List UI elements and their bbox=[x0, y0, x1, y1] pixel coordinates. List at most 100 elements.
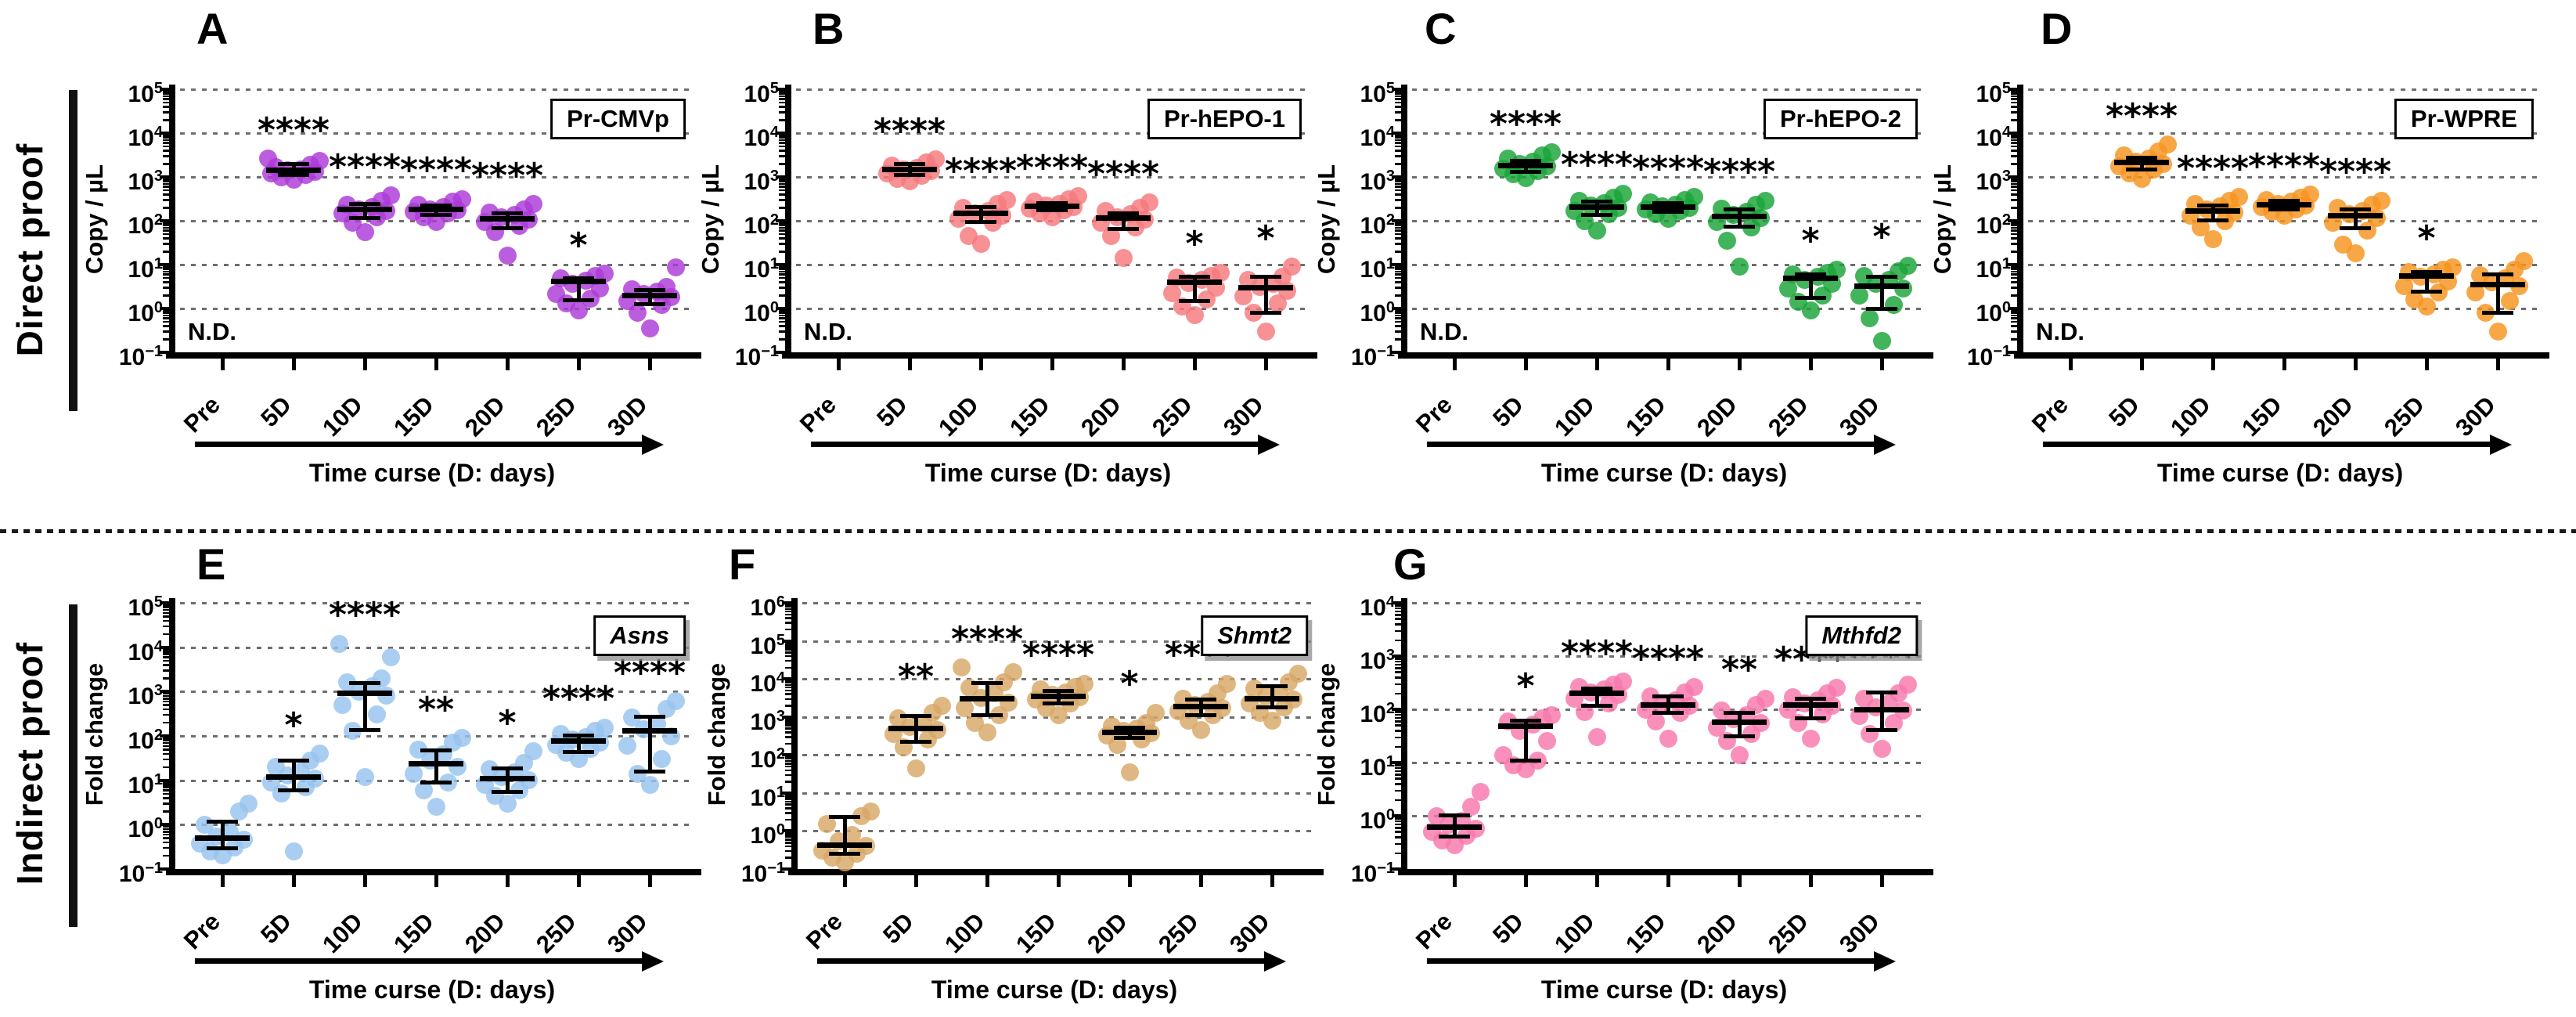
data-point bbox=[1872, 740, 1891, 759]
y-axis-major-tick bbox=[160, 867, 170, 871]
x-axis-category-label: 30D bbox=[602, 391, 654, 442]
y-axis-minor-tick bbox=[1395, 683, 1401, 686]
iqr-cap-bottom bbox=[1866, 307, 1897, 311]
data-point bbox=[1801, 730, 1820, 748]
y-axis-minor-tick bbox=[163, 243, 169, 245]
y-axis-minor-tick bbox=[163, 797, 169, 799]
y-axis-minor-tick bbox=[163, 276, 169, 279]
y-axis-major-tick bbox=[1392, 263, 1402, 266]
x-axis-category-label: 25D bbox=[1147, 391, 1198, 442]
y-axis-minor-tick bbox=[2011, 309, 2017, 312]
time-arrow-line bbox=[817, 958, 1267, 964]
data-point bbox=[1712, 701, 1731, 719]
y-axis-minor-tick bbox=[2011, 178, 2017, 181]
significance-marker: **** bbox=[950, 618, 1024, 659]
y-gridline bbox=[791, 754, 1317, 757]
significance-marker: **** bbox=[1021, 635, 1095, 676]
y-axis-minor-tick bbox=[163, 119, 169, 121]
y-axis-minor-tick bbox=[2011, 145, 2017, 148]
y-gridline bbox=[169, 646, 695, 649]
iqr-cap-top bbox=[1185, 698, 1216, 702]
y-axis-minor-tick bbox=[2011, 155, 2017, 157]
y-axis-minor-tick bbox=[163, 312, 169, 314]
iqr-cap-bottom bbox=[971, 712, 1003, 717]
significance-marker: ** bbox=[417, 689, 455, 730]
y-axis-minor-tick bbox=[785, 757, 791, 760]
data-point bbox=[952, 658, 971, 677]
y-gridline bbox=[1401, 655, 1927, 658]
median-bar bbox=[1641, 204, 1695, 211]
iqr-cap-bottom bbox=[1439, 834, 1470, 838]
y-axis-minor-tick bbox=[163, 233, 169, 236]
data-point bbox=[1872, 332, 1891, 351]
y-axis-tick-label: 100 bbox=[1360, 299, 1396, 326]
y-axis-minor-tick bbox=[163, 325, 169, 327]
y-axis-minor-tick bbox=[785, 800, 791, 803]
y-axis-tick-label: 104 bbox=[1360, 593, 1396, 621]
y-axis-minor-tick bbox=[163, 659, 169, 662]
y-gridline bbox=[169, 735, 695, 738]
x-axis-tick bbox=[2354, 359, 2358, 370]
data-point bbox=[1217, 674, 1236, 693]
y-axis-minor-tick bbox=[163, 189, 169, 192]
data-point bbox=[2229, 188, 2248, 207]
y-axis-minor-tick bbox=[785, 835, 791, 838]
y-axis-minor-tick bbox=[1395, 692, 1401, 695]
y-gridline bbox=[169, 602, 695, 604]
y-axis-minor-tick bbox=[785, 765, 791, 768]
significance-marker: **** bbox=[470, 155, 544, 196]
data-point bbox=[381, 647, 400, 666]
y-axis-minor-tick bbox=[785, 842, 791, 844]
data-point bbox=[452, 189, 471, 208]
median-bar bbox=[622, 292, 677, 298]
y-axis-minor-tick bbox=[1395, 276, 1401, 279]
y-axis-minor-tick bbox=[163, 317, 169, 319]
y-axis-tick-label: 105 bbox=[1360, 80, 1396, 107]
y-axis-minor-tick bbox=[779, 193, 785, 196]
median-bar bbox=[960, 696, 1014, 702]
data-point bbox=[367, 705, 386, 724]
y-axis-minor-tick bbox=[1395, 270, 1401, 273]
y-axis-minor-tick bbox=[163, 846, 169, 849]
y-axis-minor-tick bbox=[785, 736, 791, 738]
data-point bbox=[1234, 287, 1252, 305]
panel-letter-C: C bbox=[1425, 4, 1457, 53]
significance-marker: **** bbox=[328, 146, 402, 187]
y-axis-minor-tick bbox=[163, 606, 169, 608]
y-axis-major-tick bbox=[2008, 175, 2018, 179]
y-axis-tick-label: 101 bbox=[1360, 255, 1396, 283]
y-axis-minor-tick bbox=[1395, 724, 1401, 727]
significance-marker: **** bbox=[2318, 152, 2392, 193]
y-axis-minor-tick bbox=[779, 229, 785, 232]
iqr-cap-bottom bbox=[900, 739, 931, 744]
x-axis-tick bbox=[434, 359, 438, 370]
iqr-cap-top bbox=[965, 204, 996, 209]
iqr-cap-top bbox=[278, 162, 309, 167]
y-axis-minor-tick bbox=[1395, 150, 1401, 152]
x-axis-line bbox=[2014, 352, 2549, 359]
x-axis-tick bbox=[2282, 359, 2286, 370]
y-axis-minor-tick bbox=[785, 605, 791, 608]
y-gridline bbox=[785, 264, 1311, 266]
iqr-cap-bottom bbox=[965, 220, 996, 225]
x-axis-tick bbox=[837, 359, 841, 370]
significance-marker: * bbox=[1120, 664, 1139, 705]
y-axis-minor-tick bbox=[1395, 607, 1401, 610]
iqr-cap-bottom bbox=[207, 846, 238, 850]
data-point bbox=[2514, 252, 2533, 271]
y-axis-tick-label: 105 bbox=[744, 80, 780, 107]
y-axis-minor-tick bbox=[2011, 224, 2017, 226]
y-axis-major-tick bbox=[782, 791, 792, 795]
data-point bbox=[1101, 226, 1120, 245]
x-axis-category-label: 25D bbox=[531, 391, 582, 442]
y-axis-major-tick bbox=[160, 175, 170, 179]
y-axis-tick-label: 101 bbox=[744, 255, 780, 283]
data-point bbox=[1162, 284, 1181, 303]
data-point bbox=[1493, 745, 1512, 764]
x-axis-tick bbox=[1050, 359, 1054, 370]
y-axis-minor-tick bbox=[785, 857, 791, 859]
y-axis-major-tick bbox=[1392, 761, 1402, 764]
iqr-cap-top bbox=[492, 766, 523, 770]
y-axis-tick-label: 104 bbox=[744, 124, 780, 151]
iqr-cap-bottom bbox=[1510, 759, 1541, 763]
